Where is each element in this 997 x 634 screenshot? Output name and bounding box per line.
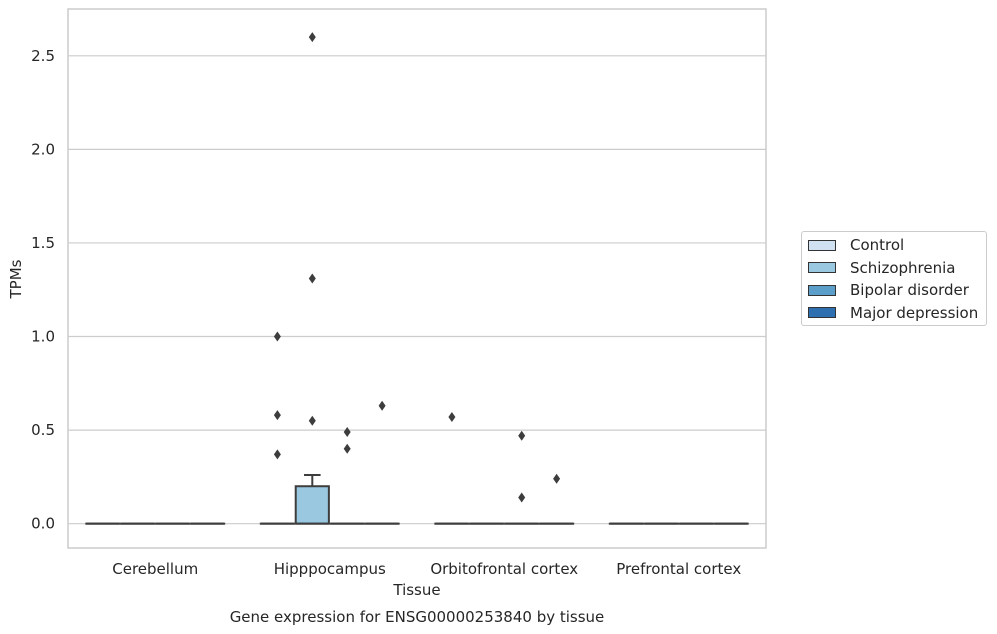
y-tick-label: 0.0 xyxy=(31,515,55,533)
legend-item: Bipolar disorder xyxy=(808,280,969,300)
x-tick-label: Cerebellum xyxy=(112,560,198,578)
box-schizophrenia xyxy=(294,485,330,525)
legend-swatch xyxy=(808,307,836,318)
legend: Control Schizophrenia Bipolar disorder Majo… xyxy=(801,231,987,326)
outlier-point xyxy=(448,411,456,422)
legend-label: Bipolar disorder xyxy=(850,281,969,299)
y-tick-label: 2.5 xyxy=(31,47,55,65)
outlier-point xyxy=(308,32,316,43)
legend-item: Major depression xyxy=(808,303,978,323)
y-tick-label: 1.0 xyxy=(31,328,55,346)
legend-label: Control xyxy=(850,236,905,254)
chart-title: Gene expression for ENSG00000253840 by t… xyxy=(230,608,605,626)
y-axis-label: TPMs xyxy=(7,259,25,299)
legend-swatch xyxy=(808,284,836,296)
outlier-point xyxy=(518,430,526,441)
y-tick-label: 1.5 xyxy=(31,234,55,252)
outlier-point xyxy=(343,443,351,454)
legend-swatch xyxy=(808,239,836,251)
outlier-point xyxy=(343,426,351,437)
legend-label: Schizophrenia xyxy=(850,258,956,277)
outlier-point xyxy=(378,400,386,411)
outlier-point xyxy=(273,331,281,342)
x-axis-label: Tissue xyxy=(392,581,440,599)
y-tick-label: 2.0 xyxy=(31,140,55,158)
outlier-point xyxy=(308,415,316,426)
outlier-point xyxy=(518,492,526,503)
x-tick-label: Prefrontal cortex xyxy=(616,560,741,578)
x-tick-label: Hipppocampus xyxy=(274,560,386,578)
outlier-point xyxy=(308,273,316,284)
outlier-point xyxy=(273,410,281,421)
legend-item: Schizophrenia xyxy=(808,258,955,278)
y-axis-ticks: 0.0 0.5 1.0 1.5 2.0 2.5 xyxy=(31,47,55,533)
outlier-point xyxy=(273,449,281,460)
legend-item: Control xyxy=(808,235,904,255)
outliers xyxy=(273,32,561,503)
y-tick-label: 0.5 xyxy=(31,421,55,439)
x-tick-label: Orbitofrontal cortex xyxy=(430,560,578,578)
grid-lines xyxy=(68,55,766,525)
boxes xyxy=(85,474,749,525)
legend-label: Major depression xyxy=(850,303,979,322)
x-axis-ticks: Cerebellum Hipppocampus Orbitofrontal cort… xyxy=(112,560,741,578)
outlier-point xyxy=(553,473,561,484)
legend-swatch xyxy=(808,262,836,273)
plot-frame xyxy=(67,8,767,549)
